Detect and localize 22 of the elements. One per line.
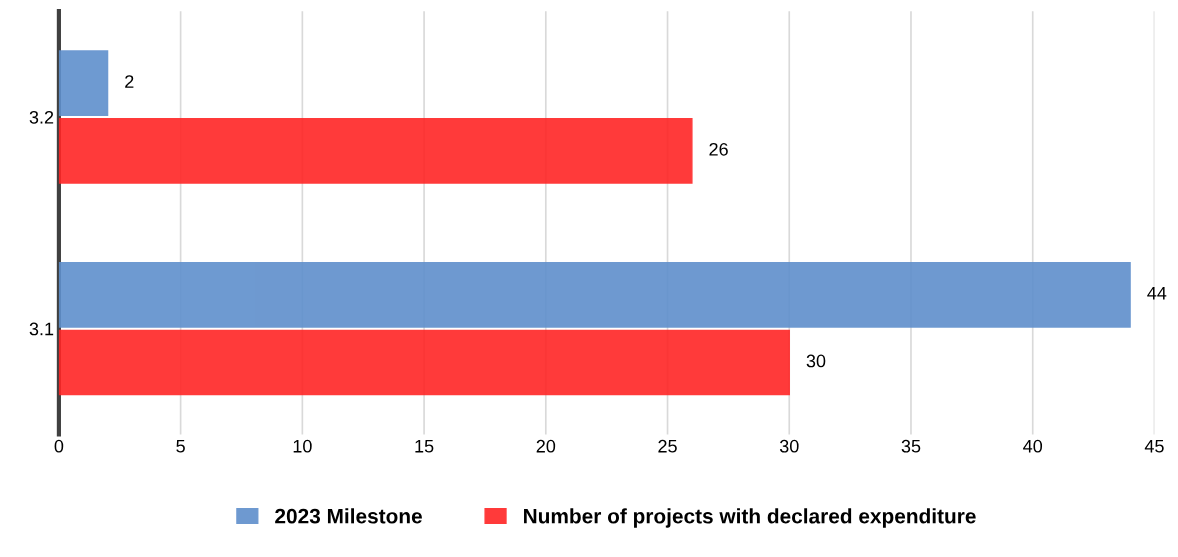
x-tick-label: 35 — [901, 439, 921, 453]
x-tick-label: 20 — [536, 439, 556, 453]
x-tick-label: 30 — [779, 439, 799, 453]
x-tick-label: 25 — [658, 439, 677, 453]
y-tick-label: 3.1 — [29, 322, 54, 336]
bar — [58, 329, 790, 396]
data-label: 26 — [709, 142, 728, 156]
x-tick-label: 40 — [1023, 439, 1043, 453]
legend-label: Number of projects with declared expenditure — [524, 508, 976, 528]
bar — [58, 50, 109, 116]
data-label: 44 — [1147, 287, 1167, 300]
x-tick-label: 0 — [54, 439, 64, 453]
data-label: 30 — [806, 354, 826, 368]
data-label: 2 — [125, 75, 134, 88]
bar — [58, 117, 693, 184]
x-tick-label: 5 — [176, 439, 185, 453]
bar — [58, 261, 1131, 328]
x-tick-label: 10 — [293, 439, 312, 453]
x-tick-label: 45 — [1144, 439, 1164, 453]
x-tick-label: 15 — [415, 439, 434, 453]
y-tick-label: 3.2 — [29, 110, 54, 124]
legend-label: 2023 Milestone — [275, 508, 422, 524]
